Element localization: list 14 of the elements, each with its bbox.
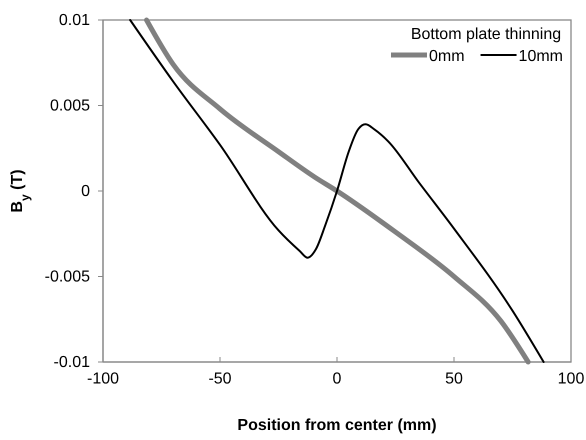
legend-label: 10mm	[518, 48, 563, 65]
legend-title: Bottom plate thinning	[410, 26, 562, 43]
x-tick-label: 100	[558, 370, 584, 388]
x-axis-title: Position from center (mm)	[237, 417, 437, 434]
y-tick-label: 0.01	[58, 12, 90, 30]
x-tick-label: 50	[445, 370, 463, 388]
y-tick-label: 0.005	[50, 98, 90, 115]
x-tick-label: -50	[208, 370, 232, 388]
y-tick-label: -0.005	[44, 268, 90, 286]
y-tick-label: 0	[81, 183, 90, 200]
x-tick-label: 0	[332, 370, 342, 388]
x-tick-label: -100	[86, 370, 120, 388]
y-tick-label: -0.01	[54, 354, 90, 372]
legend-label: 0mm	[428, 48, 465, 65]
